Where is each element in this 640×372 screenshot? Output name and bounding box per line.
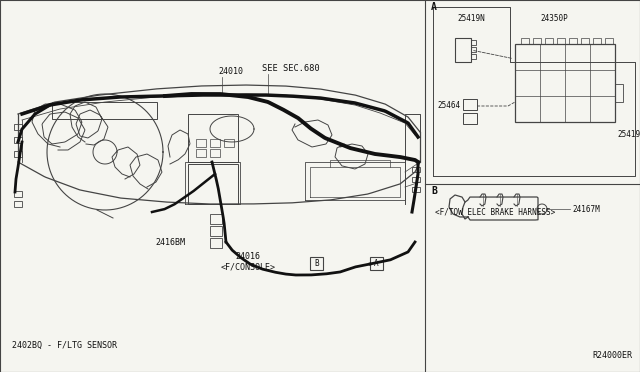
Text: SEE SEC.680: SEE SEC.680 <box>262 64 320 73</box>
Bar <box>310 257 323 270</box>
Bar <box>370 257 383 270</box>
Bar <box>14 151 22 157</box>
Bar <box>210 214 222 224</box>
Bar <box>196 149 206 157</box>
Bar <box>515 44 615 122</box>
Bar <box>533 38 541 44</box>
Bar <box>188 114 238 162</box>
Bar <box>521 38 529 44</box>
Bar <box>463 113 477 124</box>
Bar <box>196 139 206 147</box>
Text: <F/TOW ELEC BRAKE HARNESS>: <F/TOW ELEC BRAKE HARNESS> <box>435 208 556 217</box>
Bar <box>557 38 565 44</box>
Bar <box>210 226 222 236</box>
Text: 2416BM: 2416BM <box>155 238 185 247</box>
Text: B: B <box>314 259 319 268</box>
Bar <box>210 149 220 157</box>
Text: 24010: 24010 <box>218 67 243 76</box>
Text: 25419N: 25419N <box>457 14 484 23</box>
Bar <box>463 99 477 110</box>
Bar <box>412 187 420 192</box>
Bar <box>14 137 22 143</box>
Text: 25419N: 25419N <box>617 130 640 139</box>
Bar <box>412 177 420 182</box>
Bar <box>412 167 420 172</box>
Bar <box>569 38 577 44</box>
Text: 24350P: 24350P <box>540 14 568 23</box>
Bar <box>471 40 476 45</box>
Bar <box>14 191 22 197</box>
Bar <box>14 124 22 130</box>
Bar <box>455 38 471 62</box>
Bar <box>224 139 234 147</box>
Bar <box>14 201 22 207</box>
Text: 25464: 25464 <box>438 100 461 109</box>
Text: A: A <box>374 259 379 268</box>
Bar <box>581 38 589 44</box>
Bar <box>545 38 553 44</box>
Text: B: B <box>431 186 437 196</box>
Bar <box>210 139 220 147</box>
Bar <box>471 54 476 59</box>
Bar <box>210 238 222 248</box>
Text: 24016: 24016 <box>236 252 260 261</box>
Text: R24000ER: R24000ER <box>592 351 632 360</box>
Bar <box>605 38 613 44</box>
Text: A: A <box>431 2 437 12</box>
Bar <box>188 164 238 204</box>
Bar <box>593 38 601 44</box>
Bar <box>471 47 476 52</box>
Bar <box>52 102 157 119</box>
Text: 2402BQ - F/LTG SENSOR: 2402BQ - F/LTG SENSOR <box>12 341 117 350</box>
Bar <box>615 84 623 102</box>
Text: 24167M: 24167M <box>572 205 600 214</box>
Text: <F/CONSOLE>: <F/CONSOLE> <box>221 262 275 271</box>
